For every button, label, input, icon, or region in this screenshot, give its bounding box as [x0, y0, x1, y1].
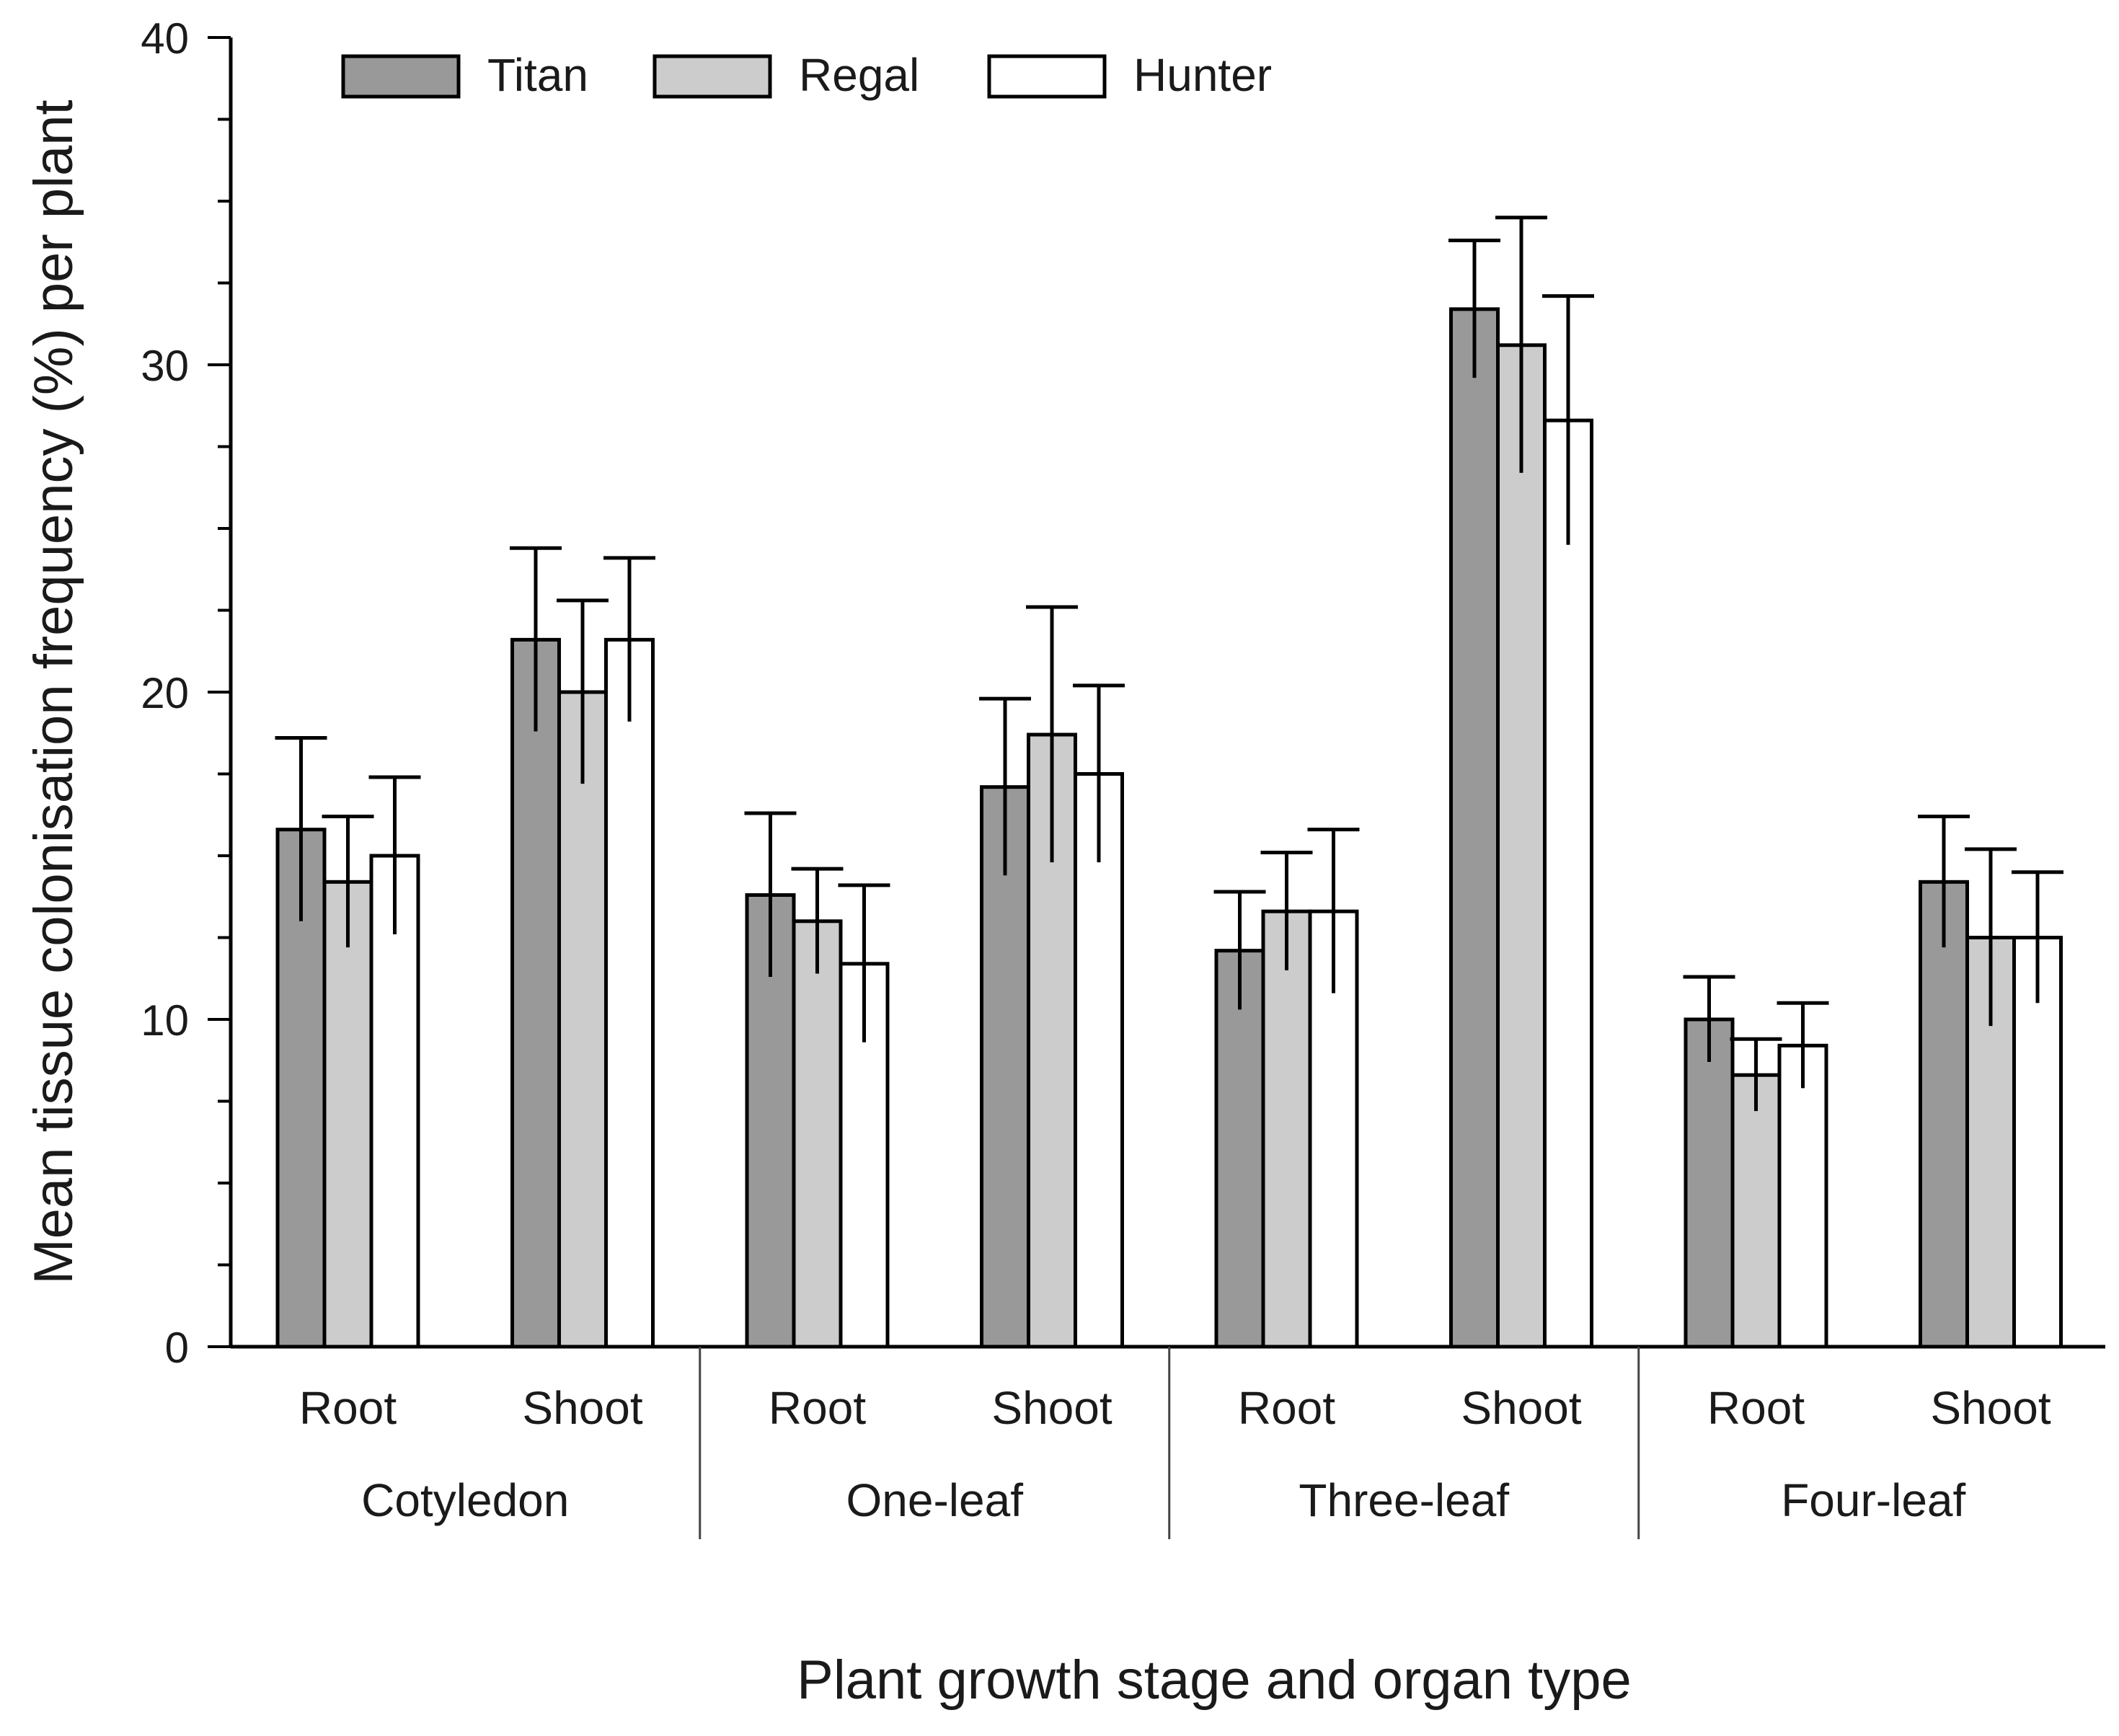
bar-hunter-cotyledon-shoot	[604, 637, 655, 1349]
error-bar-regal-three-leaf-root	[1260, 850, 1313, 970]
error-bar-titan-cotyledon-shoot	[510, 546, 562, 732]
y-axis-title: Mean tissue colonisation frequency (%) p…	[23, 99, 84, 1284]
axes-layer	[208, 36, 2105, 1539]
y-tick-label: 40	[141, 14, 189, 63]
legend-label: Titan	[487, 49, 588, 101]
organ-label-shoot: Shoot	[1930, 1382, 2051, 1434]
y-tick-label: 0	[165, 1324, 189, 1372]
y-tick-label: 10	[141, 996, 189, 1045]
legend-item-regal: Regal	[652, 49, 919, 101]
bar-regal-three-leaf-root	[1261, 909, 1312, 1349]
y-tick-label: 30	[141, 342, 189, 390]
organ-label-root: Root	[1707, 1382, 1805, 1434]
bar-hunter-three-leaf-shoot	[1543, 418, 1593, 1349]
legend-swatch	[652, 54, 772, 99]
bar-regal-three-leaf-shoot	[1496, 343, 1547, 1349]
stage-label-one-leaf: One-leaf	[846, 1474, 1024, 1526]
bar-titan-three-leaf-shoot	[1449, 307, 1500, 1349]
error-bar-hunter-one-leaf-root	[838, 883, 890, 1042]
y-tick-label: 20	[141, 669, 189, 717]
error-bar-hunter-cotyledon-root	[368, 775, 421, 934]
error-bar-regal-cotyledon-root	[322, 815, 374, 948]
error-bar-regal-cotyledon-shoot	[557, 598, 609, 784]
error-bar-hunter-three-leaf-shoot	[1542, 294, 1594, 545]
labels-layer: 0 10 20 30 40 Root Shoot Cotyledon Root Shoot One-…	[141, 14, 2051, 1526]
organ-label-root: Root	[1238, 1382, 1335, 1434]
error-bar-hunter-cotyledon-shoot	[603, 556, 655, 722]
bar-hunter-one-leaf-root	[839, 962, 890, 1349]
organ-label-shoot: Shoot	[1461, 1382, 1581, 1434]
error-bar-regal-four-leaf-shoot	[1965, 847, 2017, 1027]
stage-label-cotyledon: Cotyledon	[361, 1474, 569, 1526]
bar-regal-cotyledon-shoot	[557, 690, 608, 1349]
x-axis-title: Plant growth stage and organ type	[797, 1649, 1632, 1711]
legend-item-titan: Titan	[341, 49, 588, 101]
bar-regal-one-leaf-root	[792, 919, 843, 1349]
error-bar-titan-three-leaf-root	[1213, 890, 1266, 1010]
error-bar-titan-four-leaf-shoot	[1918, 815, 1970, 948]
bars-layer	[275, 307, 2063, 1349]
error-bar-regal-one-leaf-shoot	[1026, 605, 1078, 863]
organ-label-root: Root	[299, 1382, 397, 1434]
organ-label-shoot: Shoot	[522, 1382, 642, 1434]
legend: Titan Regal Hunter	[341, 49, 1272, 101]
error-bar-regal-one-leaf-root	[791, 867, 844, 974]
organ-label-shoot: Shoot	[991, 1382, 1112, 1434]
error-bar-titan-cotyledon-root	[275, 736, 327, 921]
bar-titan-four-leaf-shoot	[1919, 880, 1969, 1349]
stage-label-three-leaf: Three-leaf	[1299, 1474, 1509, 1526]
stage-label-four-leaf: Four-leaf	[1781, 1474, 1965, 1526]
bar-regal-cotyledon-root	[322, 880, 373, 1349]
error-bar-titan-one-leaf-shoot	[979, 696, 1031, 876]
bar-titan-three-leaf-root	[1214, 949, 1265, 1349]
error-bar-hunter-three-leaf-root	[1307, 828, 1360, 993]
error-bar-titan-one-leaf-root	[744, 811, 797, 977]
legend-swatch	[987, 54, 1107, 99]
legend-item-hunter: Hunter	[987, 49, 1272, 101]
error-bar-titan-three-leaf-shoot	[1448, 238, 1500, 378]
error-bar-regal-three-leaf-shoot	[1495, 216, 1547, 473]
bar-regal-four-leaf-root	[1730, 1073, 1782, 1349]
bar-titan-four-leaf-root	[1684, 1017, 1735, 1349]
error-bar-hunter-four-leaf-root	[1777, 1001, 1829, 1089]
error-bar-hunter-one-leaf-shoot	[1073, 683, 1125, 863]
bar-titan-cotyledon-shoot	[510, 637, 561, 1349]
error-bars-layer	[275, 216, 2063, 1112]
error-bar-regal-four-leaf-root	[1730, 1037, 1782, 1112]
legend-label: Hunter	[1133, 49, 1272, 101]
legend-label: Regal	[799, 49, 919, 101]
bar-hunter-four-leaf-root	[1777, 1043, 1828, 1349]
legend-swatch	[341, 54, 461, 99]
bar-hunter-four-leaf-shoot	[2012, 936, 2063, 1349]
organ-label-root: Root	[769, 1382, 866, 1434]
error-bar-titan-four-leaf-root	[1683, 975, 1735, 1063]
error-bar-hunter-four-leaf-shoot	[2012, 870, 2063, 1004]
